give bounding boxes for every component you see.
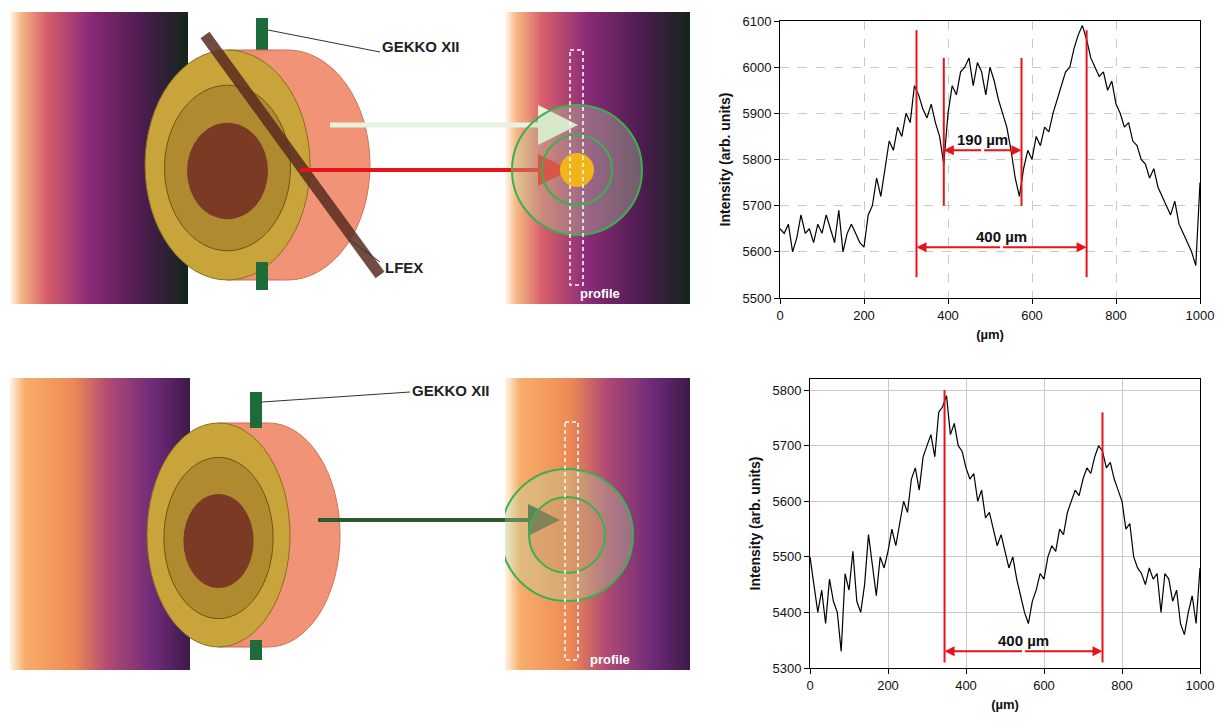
svg-text:profile: profile <box>590 652 630 667</box>
svg-text:1000: 1000 <box>1186 308 1215 323</box>
svg-text:400 µm: 400 µm <box>976 228 1027 245</box>
svg-text:0: 0 <box>776 308 783 323</box>
svg-text:200: 200 <box>877 678 899 693</box>
svg-text:5500: 5500 <box>742 291 771 306</box>
svg-text:5800: 5800 <box>742 152 771 167</box>
svg-text:LFEX: LFEX <box>385 259 423 276</box>
svg-text:400: 400 <box>955 678 977 693</box>
svg-text:5800: 5800 <box>772 383 801 398</box>
svg-text:190 µm: 190 µm <box>957 131 1008 148</box>
svg-text:5500: 5500 <box>772 549 801 564</box>
svg-text:(µm): (µm) <box>976 327 1004 342</box>
svg-text:(µm): (µm) <box>991 697 1019 712</box>
svg-text:5700: 5700 <box>772 438 801 453</box>
svg-text:0: 0 <box>806 678 813 693</box>
svg-text:6100: 6100 <box>742 14 771 29</box>
svg-text:600: 600 <box>1021 308 1043 323</box>
svg-text:Intensity (arb. units): Intensity (arb. units) <box>747 457 763 591</box>
svg-text:400 µm: 400 µm <box>998 632 1049 649</box>
svg-text:profile: profile <box>580 286 620 301</box>
svg-text:800: 800 <box>1111 678 1133 693</box>
svg-text:200: 200 <box>853 308 875 323</box>
svg-text:5300: 5300 <box>772 661 801 676</box>
svg-text:5700: 5700 <box>742 198 771 213</box>
svg-text:GEKKO XII: GEKKO XII <box>382 38 460 55</box>
svg-text:Intensity (arb. units): Intensity (arb. units) <box>717 93 733 227</box>
svg-text:5400: 5400 <box>772 605 801 620</box>
svg-text:800: 800 <box>1105 308 1127 323</box>
svg-text:GEKKO XII: GEKKO XII <box>412 382 490 399</box>
svg-text:5600: 5600 <box>742 244 771 259</box>
svg-text:400: 400 <box>937 308 959 323</box>
svg-text:5900: 5900 <box>742 106 771 121</box>
svg-text:6000: 6000 <box>742 60 771 75</box>
svg-text:5600: 5600 <box>772 494 801 509</box>
svg-text:1000: 1000 <box>1186 678 1215 693</box>
svg-text:600: 600 <box>1033 678 1055 693</box>
